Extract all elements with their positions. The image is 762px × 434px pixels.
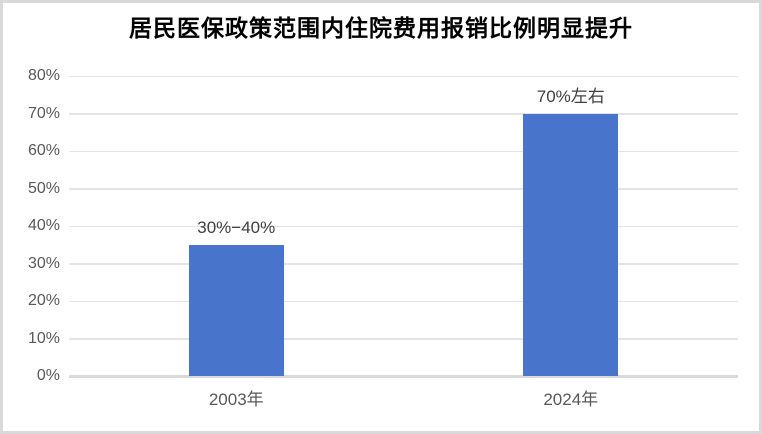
y-tick-label: 10% [27,329,60,347]
bar-2003年 [188,244,284,376]
y-tick-label: 80% [27,67,60,84]
x-axis-baseline [69,375,738,378]
gridline [69,188,738,190]
x-tick-label: 2024年 [543,390,599,409]
bar-value-label: 70%左右 [536,86,605,106]
y-tick-label: 60% [27,142,60,159]
y-tick-label: 20% [27,292,60,309]
y-tick-label: 50% [27,179,60,197]
gridline [69,75,738,77]
bar-value-label: 30%−40% [197,217,276,237]
gridline [69,113,738,115]
y-tick-label: 40% [27,217,60,234]
chart-title: 居民医保政策范围内住院费用报销比例明显提升 [129,15,633,41]
gridline [69,338,738,340]
x-tick-label: 2003年 [208,390,264,409]
bar-2024年 [523,113,619,376]
y-tick-label: 30% [27,254,60,272]
gridline [69,263,738,265]
gridline [69,150,738,152]
y-tick-label: 70% [27,104,60,122]
y-tick-label: 0% [36,367,60,384]
gridline [69,300,738,302]
gridline [69,225,738,227]
